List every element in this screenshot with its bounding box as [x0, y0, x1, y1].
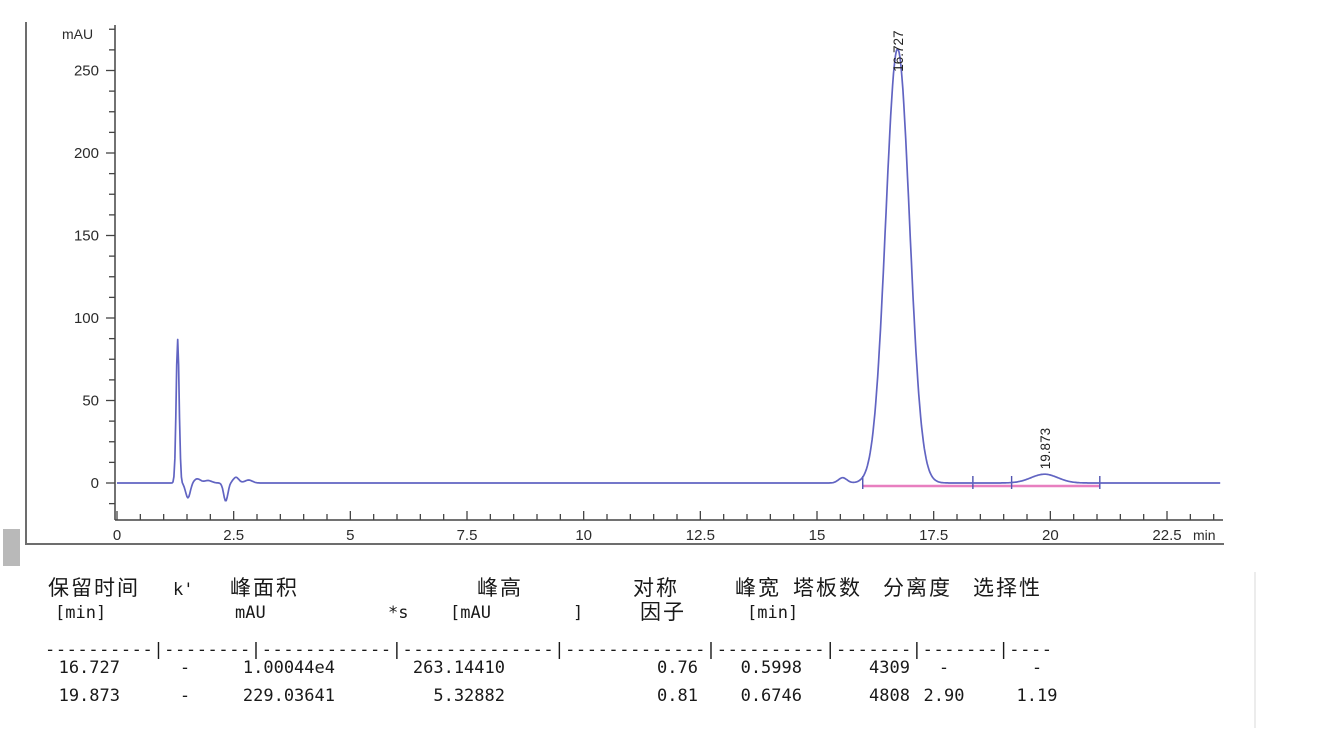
svg-text:100: 100	[74, 310, 99, 327]
svg-text:7.5: 7.5	[457, 527, 478, 544]
cell-selectivity: -	[1031, 658, 1043, 678]
cell-resolution: -	[938, 658, 950, 678]
cell-k: -	[179, 658, 191, 678]
cell-selectivity: 1.19	[1016, 686, 1058, 706]
cell-k: -	[179, 686, 191, 706]
axes: 0 50 100 150 200 250 mAU 0 2.5 5 7.5 10 12.5 15 17.5 20…	[62, 25, 1223, 544]
signal-trace	[117, 48, 1221, 502]
unit-height-close: ]	[573, 603, 584, 623]
svg-text:0: 0	[91, 475, 99, 492]
cell-width: 0.6746	[740, 686, 802, 706]
svg-text:150: 150	[74, 228, 99, 245]
svg-text:15: 15	[809, 527, 826, 544]
svg-text:20: 20	[1042, 527, 1059, 544]
svg-text:250: 250	[74, 63, 99, 80]
cell-symmetry: 0.81	[657, 686, 698, 706]
header-peak-width: 峰宽	[735, 576, 781, 600]
scan-gray-tab	[3, 529, 20, 566]
cell-rt: 19.873	[58, 686, 120, 706]
cell-rt: 16.727	[58, 658, 120, 678]
cell-resolution: 2.90	[923, 686, 965, 706]
cell-area: 229.03641	[242, 686, 335, 706]
chromatogram-plot: 0 50 100 150 200 250 mAU 0 2.5 5 7.5 10 12.5 15 17.5 20…	[62, 25, 1223, 544]
cell-height: 5.32882	[433, 686, 505, 706]
svg-text:50: 50	[82, 393, 99, 410]
cell-plates: 4808	[869, 686, 910, 706]
header-retention-time: 保留时间	[48, 576, 140, 600]
unit-area-s: *s	[388, 603, 409, 623]
header-peak-height: 峰高	[477, 576, 523, 600]
page-border-left	[25, 22, 27, 544]
svg-text:2.5: 2.5	[223, 527, 244, 544]
table-right-divider	[1254, 572, 1256, 728]
svg-text:12.5: 12.5	[686, 527, 715, 544]
header-symmetry-line2: 因子	[640, 600, 686, 624]
cell-height: 263.14410	[412, 658, 505, 678]
unit-area-mau: mAU	[235, 603, 266, 623]
svg-text:19.873: 19.873	[1038, 428, 1053, 469]
cell-symmetry: 0.76	[657, 658, 698, 678]
header-selectivity: 选择性	[973, 576, 1042, 600]
page-border-bottom	[25, 543, 1224, 545]
header-symmetry: 对称	[633, 576, 679, 600]
svg-text:0: 0	[113, 527, 121, 544]
header-k-prime: k'	[173, 580, 194, 600]
svg-text:min: min	[1193, 527, 1216, 543]
svg-text:16.727: 16.727	[891, 31, 906, 72]
header-resolution: 分离度	[883, 576, 952, 600]
unit-height-open: [mAU	[450, 603, 491, 623]
svg-text:5: 5	[346, 527, 354, 544]
svg-text:mAU: mAU	[62, 26, 93, 42]
cell-plates: 4309	[869, 658, 910, 678]
svg-text:17.5: 17.5	[919, 527, 948, 544]
cell-width: 0.5998	[740, 658, 802, 678]
header-plates: 塔板数	[793, 576, 862, 600]
table-separator: ----------|--------|------------|-------…	[45, 640, 1053, 660]
unit-peak-width: [min]	[747, 603, 799, 623]
svg-text:22.5: 22.5	[1152, 527, 1181, 544]
unit-retention-time: [min]	[55, 603, 107, 623]
svg-text:200: 200	[74, 145, 99, 162]
peak-labels: 16.727 19.873	[891, 31, 1053, 470]
svg-text:10: 10	[575, 527, 592, 544]
cell-area: 1.00044e4	[242, 658, 335, 678]
header-peak-area: 峰面积	[230, 576, 299, 600]
